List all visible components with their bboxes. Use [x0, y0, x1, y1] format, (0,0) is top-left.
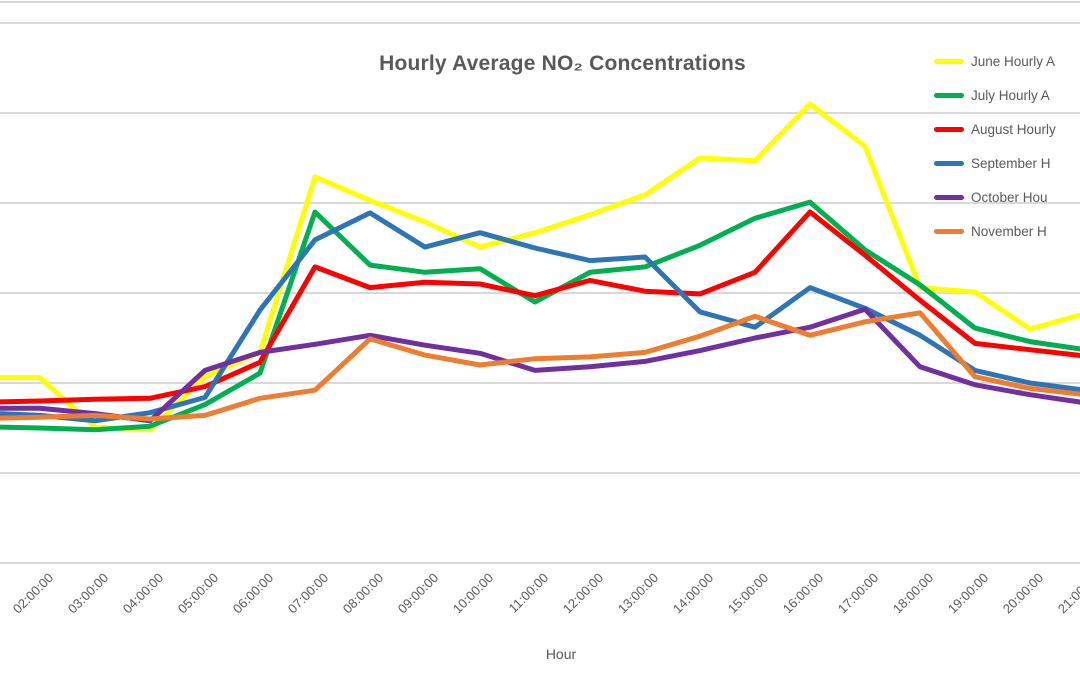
legend-item-2: August Hourly — [934, 112, 1080, 146]
legend-label: October Hou — [971, 189, 1048, 205]
series-line-3 — [0, 210, 1080, 424]
legend-label: November H — [971, 223, 1047, 239]
legend-item-3: September H — [934, 146, 1080, 180]
chart-title: Hourly Average NO₂ Concentrations — [379, 52, 746, 75]
series-line-2 — [0, 209, 1080, 405]
legend-label: September H — [971, 155, 1051, 171]
legend-line-swatch-icon — [934, 160, 964, 166]
legend-line-swatch-icon — [934, 92, 964, 98]
legend-item-5: November H — [934, 214, 1080, 248]
legend-item-4: October Hou — [934, 180, 1080, 214]
legend-label: July Hourly A — [971, 87, 1050, 103]
legend: June Hourly A July Hourly A August Hourly S… — [934, 44, 1080, 248]
series-line-0 — [0, 101, 1080, 433]
legend-line-swatch-icon — [934, 126, 964, 132]
legend-line-swatch-icon — [934, 228, 964, 234]
legend-item-0: June Hourly A — [934, 44, 1080, 78]
legend-label: August Hourly — [971, 121, 1056, 137]
series-line-4 — [0, 306, 1080, 424]
x-axis-title: Hour — [545, 646, 577, 662]
legend-item-1: July Hourly A — [934, 78, 1080, 112]
legend-label: June Hourly A — [971, 53, 1056, 69]
legend-line-swatch-icon — [934, 58, 964, 64]
series-line-5 — [0, 310, 1080, 422]
legend-line-swatch-icon — [934, 194, 964, 200]
